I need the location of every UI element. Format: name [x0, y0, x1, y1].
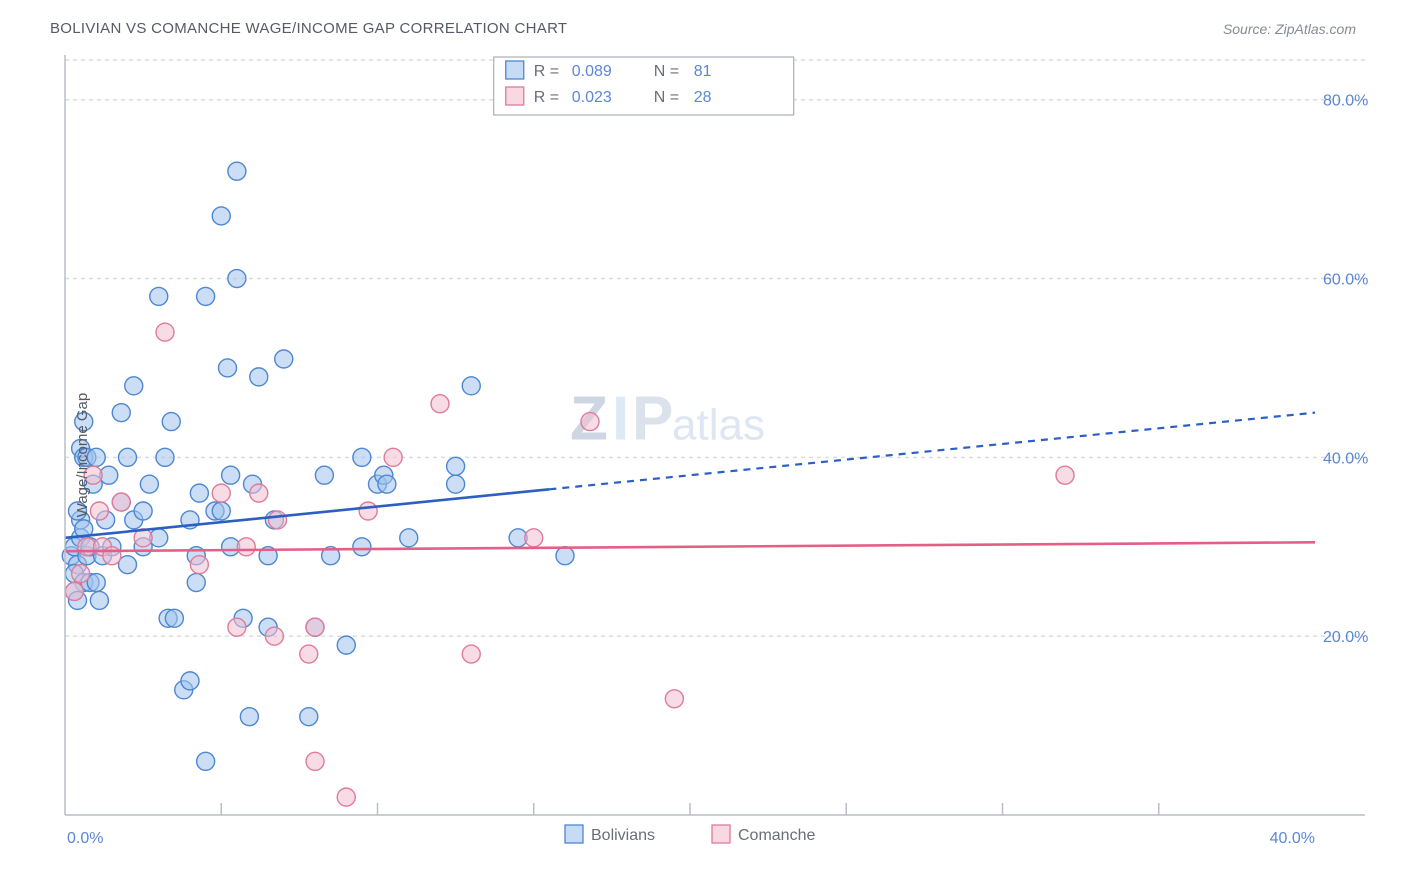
data-point [156, 448, 174, 466]
data-point [187, 574, 205, 592]
data-point [353, 448, 371, 466]
legend-swatch [506, 87, 524, 105]
data-point [190, 556, 208, 574]
data-point [269, 511, 287, 529]
data-point [156, 323, 174, 341]
data-point [581, 413, 599, 431]
data-point [72, 565, 90, 583]
series-legend-label: Bolivians [591, 827, 655, 844]
data-point [315, 466, 333, 484]
legend-r-label: R = [534, 89, 559, 106]
data-point [197, 287, 215, 305]
data-point [125, 377, 143, 395]
data-point [300, 645, 318, 663]
data-point [556, 547, 574, 565]
watermark: atlas [672, 400, 765, 449]
data-point [447, 475, 465, 493]
data-point [212, 207, 230, 225]
legend-n-label: N = [654, 63, 679, 80]
data-point [665, 690, 683, 708]
data-point [222, 466, 240, 484]
data-point [165, 609, 183, 627]
data-point [250, 484, 268, 502]
data-point [197, 752, 215, 770]
data-point [400, 529, 418, 547]
data-point [306, 752, 324, 770]
data-point [181, 672, 199, 690]
y-tick-label: 40.0% [1323, 450, 1368, 467]
legend-swatch [506, 61, 524, 79]
data-point [240, 708, 258, 726]
data-point [90, 502, 108, 520]
y-tick-label: 80.0% [1323, 93, 1368, 110]
data-point [119, 448, 137, 466]
series-legend-swatch [565, 825, 583, 843]
data-point [219, 359, 237, 377]
x-tick-label: 40.0% [1270, 830, 1315, 847]
data-point [250, 368, 268, 386]
data-point [431, 395, 449, 413]
data-point [462, 645, 480, 663]
data-point [306, 618, 324, 636]
y-tick-label: 20.0% [1323, 629, 1368, 646]
data-point [162, 413, 180, 431]
data-point [228, 162, 246, 180]
legend-r-value: 0.089 [572, 63, 612, 80]
data-point [462, 377, 480, 395]
data-point [447, 457, 465, 475]
legend-r-value: 0.023 [572, 89, 612, 106]
data-point [212, 502, 230, 520]
data-point [212, 484, 230, 502]
legend-n-label: N = [654, 89, 679, 106]
data-point [237, 538, 255, 556]
legend-n-value: 28 [694, 89, 712, 106]
data-point [140, 475, 158, 493]
data-point [228, 618, 246, 636]
scatter-chart: ZIPatlas20.0%40.0%60.0%80.0%0.0%40.0%R =… [20, 45, 1386, 865]
data-point [275, 350, 293, 368]
series-legend-swatch [712, 825, 730, 843]
data-point [353, 538, 371, 556]
x-tick-label: 0.0% [67, 830, 103, 847]
data-point [378, 475, 396, 493]
watermark: I [612, 384, 629, 453]
data-point [337, 636, 355, 654]
legend-n-value: 81 [694, 63, 712, 80]
chart-container: Wage/Income Gap ZIPatlas20.0%40.0%60.0%8… [20, 45, 1386, 865]
data-point [1056, 466, 1074, 484]
data-point [103, 547, 121, 565]
data-point [134, 502, 152, 520]
chart-title: BOLIVIAN VS COMANCHE WAGE/INCOME GAP COR… [50, 20, 567, 37]
data-point [525, 529, 543, 547]
data-point [65, 582, 83, 600]
y-axis-label: Wage/Income Gap [74, 393, 91, 518]
data-point [112, 493, 130, 511]
data-point [112, 404, 130, 422]
data-point [384, 448, 402, 466]
data-point [265, 627, 283, 645]
data-point [90, 591, 108, 609]
legend-r-label: R = [534, 63, 559, 80]
watermark: P [632, 384, 673, 453]
chart-header: BOLIVIAN VS COMANCHE WAGE/INCOME GAP COR… [20, 20, 1386, 45]
data-point [337, 788, 355, 806]
series-legend-label: Comanche [738, 827, 815, 844]
data-point [300, 708, 318, 726]
y-tick-label: 60.0% [1323, 272, 1368, 289]
data-point [228, 270, 246, 288]
data-point [150, 287, 168, 305]
data-point [359, 502, 377, 520]
chart-source: Source: ZipAtlas.com [1223, 21, 1356, 37]
data-point [190, 484, 208, 502]
